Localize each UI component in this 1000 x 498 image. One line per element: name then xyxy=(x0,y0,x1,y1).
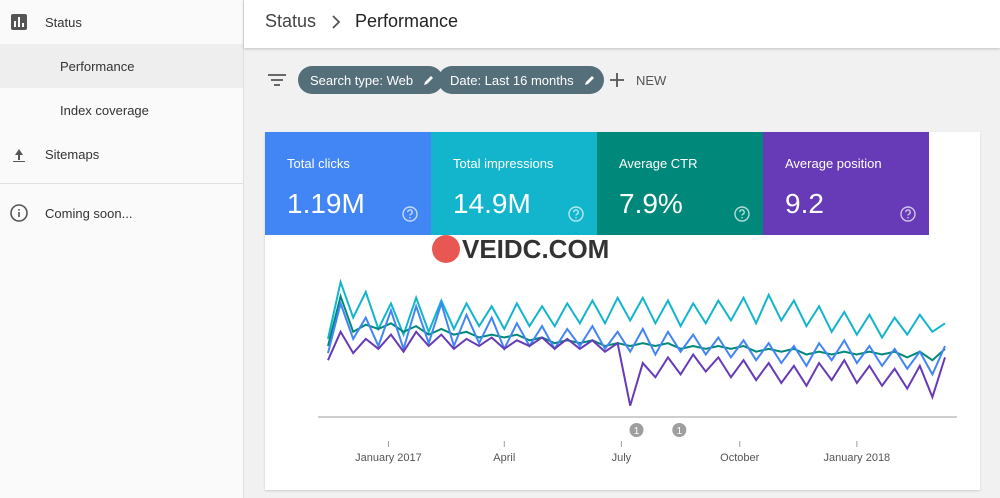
chevron xyxy=(332,15,341,29)
nav-label: Coming soon... xyxy=(45,205,133,221)
breadcrumb: Performance xyxy=(355,11,459,31)
filter-chip[interactable]: Search type: Web xyxy=(298,66,444,94)
help-icon[interactable] xyxy=(568,206,584,222)
nav-item[interactable]: Status xyxy=(0,0,243,44)
performance-card: Total clicks 1.19M Total impressions 14.9M A… xyxy=(265,132,980,490)
metric-value: 9.2 xyxy=(785,188,824,219)
nav-label: Index coverage xyxy=(60,102,149,118)
x-tick-label: January 2018 xyxy=(824,452,891,464)
nav-label: Status xyxy=(45,14,82,30)
filter-icon[interactable] xyxy=(268,73,286,87)
help-icon[interactable] xyxy=(402,206,418,222)
icon xyxy=(11,14,27,30)
edit-icon xyxy=(584,76,594,85)
nav-item[interactable]: Index coverage xyxy=(0,88,243,132)
x-tick-label: October xyxy=(720,452,759,464)
watermark-logo xyxy=(432,235,460,263)
new-button[interactable]: NEW xyxy=(636,73,667,88)
help-icon[interactable] xyxy=(734,206,750,222)
divider xyxy=(0,183,243,184)
metric-label: Total impressions xyxy=(453,156,554,171)
header: Status Performance xyxy=(244,0,1000,48)
metric-value: 1.19M xyxy=(287,188,365,219)
annotation-marker xyxy=(629,423,644,437)
nav-item[interactable]: Coming soon... xyxy=(0,191,243,235)
annotation-label: 1 xyxy=(634,426,640,437)
x-tick-label: July xyxy=(612,452,632,464)
annotation-marker xyxy=(672,423,687,437)
nav-item[interactable]: Sitemaps xyxy=(0,132,243,176)
plus-icon[interactable] xyxy=(610,73,624,87)
metric-value: 7.9% xyxy=(619,188,683,219)
metric-label: Average CTR xyxy=(619,156,698,171)
metric-label: Total clicks xyxy=(287,156,350,171)
icon xyxy=(13,149,25,162)
nav-label: Sitemaps xyxy=(45,146,100,162)
metric-value: 14.9M xyxy=(453,188,531,219)
series-line xyxy=(327,278,946,340)
help-icon[interactable] xyxy=(900,206,916,222)
nav-label: Performance xyxy=(60,58,135,74)
sidebar: Status Performance Index coverage Sitema… xyxy=(0,0,244,498)
filter-chip[interactable]: Date: Last 16 months xyxy=(438,66,604,94)
chip-label: Search type: Web xyxy=(310,72,414,88)
metric-tile[interactable]: Average position 9.2 xyxy=(763,132,929,235)
x-tick-label: January 2017 xyxy=(355,452,422,464)
chip-label: Date: Last 16 months xyxy=(450,72,574,88)
x-tick-label: April xyxy=(493,452,515,464)
series-line xyxy=(327,329,946,406)
metric-tile[interactable]: Total clicks 1.19M xyxy=(265,132,431,235)
nav-item[interactable]: Performance xyxy=(0,44,243,88)
annotation-label: 1 xyxy=(677,426,683,437)
edit-icon xyxy=(424,76,434,85)
metric-tile[interactable]: Average CTR 7.9% xyxy=(597,132,763,235)
breadcrumb[interactable]: Status xyxy=(265,11,317,31)
metric-label: Average position xyxy=(785,156,882,171)
metric-tile[interactable]: Total impressions 14.9M xyxy=(431,132,597,235)
series-line xyxy=(327,299,946,377)
icon xyxy=(10,204,28,222)
watermark: VEIDC.COM xyxy=(462,234,609,264)
